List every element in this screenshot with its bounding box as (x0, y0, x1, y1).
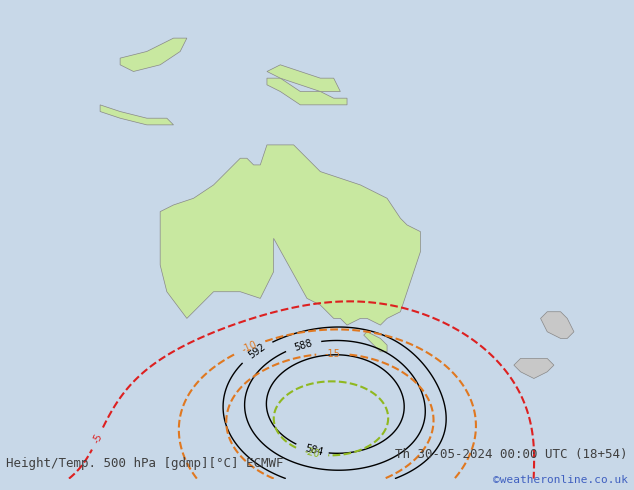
Polygon shape (541, 312, 574, 339)
Text: ©weatheronline.co.uk: ©weatheronline.co.uk (493, 475, 628, 485)
Polygon shape (267, 78, 347, 105)
Text: -15: -15 (325, 349, 341, 359)
Polygon shape (100, 105, 174, 125)
Text: Height/Temp. 500 hPa [gdmp][°C] ECMWF: Height/Temp. 500 hPa [gdmp][°C] ECMWF (6, 457, 284, 470)
Polygon shape (0, 11, 634, 479)
Polygon shape (120, 38, 187, 72)
Polygon shape (514, 359, 554, 378)
Polygon shape (267, 65, 340, 92)
Text: -10: -10 (240, 340, 259, 355)
Text: 584: 584 (303, 443, 324, 458)
Text: -20: -20 (303, 446, 321, 460)
Polygon shape (364, 332, 387, 352)
Text: Th 30-05-2024 00:00 UTC (18+54): Th 30-05-2024 00:00 UTC (18+54) (395, 447, 628, 461)
Text: 588: 588 (293, 338, 313, 352)
Text: -5: -5 (91, 432, 104, 445)
Polygon shape (160, 145, 420, 325)
Text: 592: 592 (246, 342, 267, 361)
